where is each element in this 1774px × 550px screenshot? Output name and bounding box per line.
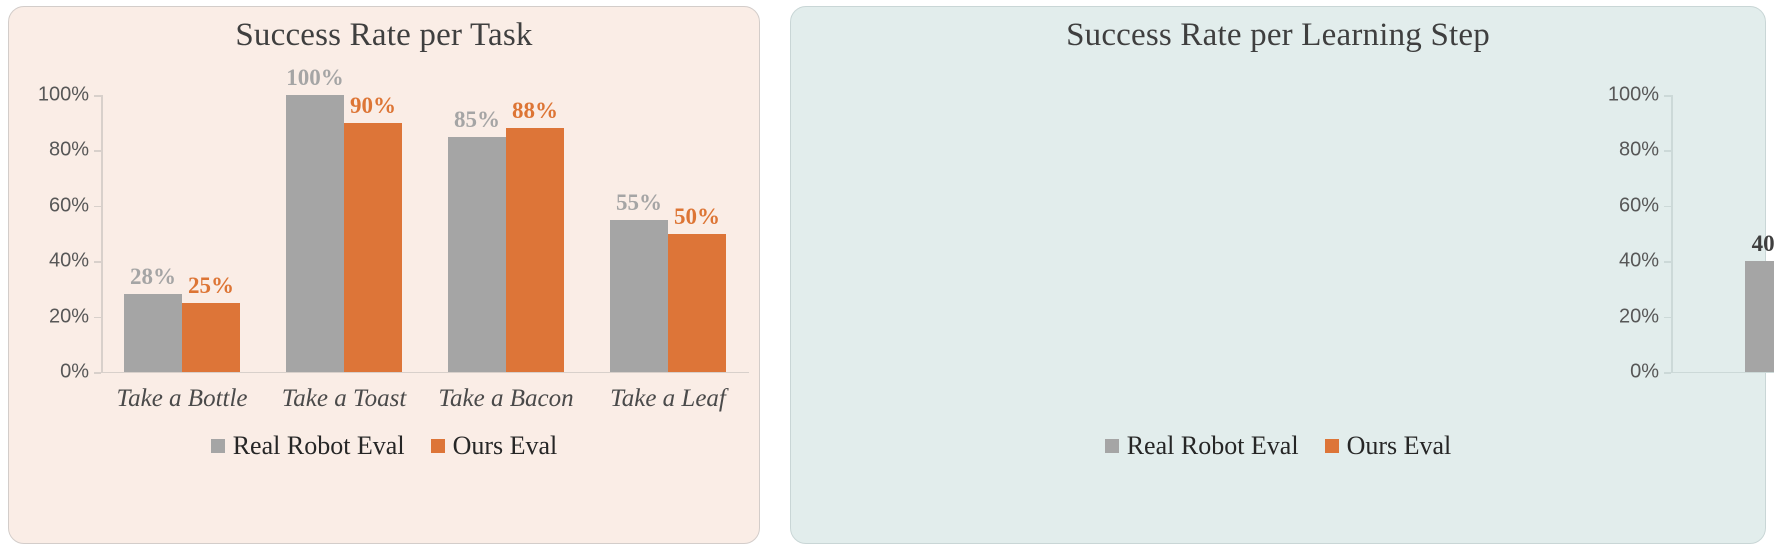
y-axis-tick-label: 40% [48, 249, 89, 272]
chart-panel-learning-step: Success Rate per Learning Step 0% 20% 40% 6… [790, 6, 1774, 544]
legend-label: Real Robot Eval [1126, 431, 1299, 460]
bar-real-robot-eval[interactable] [1744, 261, 1774, 372]
plot-area-learning-step: 0%20%40%60%80%100%40%40%61%63%79%76% [1608, 84, 1774, 383]
category-label: Take a Bottle [116, 385, 248, 412]
y-axis-tick [1664, 95, 1671, 97]
category-label: Take a Leaf [610, 385, 726, 412]
x-axis-baseline [101, 371, 749, 373]
y-axis-tick-label: 20% [1618, 305, 1659, 328]
bar-value-label: 100% [286, 65, 344, 90]
y-axis-tick-label: 100% [1607, 83, 1659, 106]
legend-learning-step: Real Robot Eval Ours Eval [791, 431, 1765, 461]
bar-value-label: 88% [512, 98, 558, 124]
bar-slot: 85% [448, 95, 506, 372]
y-axis-line [101, 95, 103, 372]
y-axis-tick [94, 205, 101, 208]
bar-slot: 100% [286, 66, 344, 372]
bar-value-label: 55% [616, 189, 662, 215]
y-axis-tick-label: 60% [48, 194, 89, 217]
y-axis-tick [94, 372, 101, 374]
bar-slot: 28% [124, 95, 182, 372]
category-label: Take a Toast [281, 385, 407, 412]
bar-value-label: 90% [350, 92, 396, 118]
bar-slot: 55% [610, 95, 668, 372]
y-axis-line [1671, 95, 1673, 372]
bar-group: 28% 25% [124, 95, 240, 372]
y-axis-tick [94, 261, 101, 263]
bar-value-label: 85% [454, 106, 500, 132]
legend-label: Real Robot Eval [232, 431, 405, 460]
y-axis-tick-label: 100% [37, 83, 89, 106]
y-axis-tick-label: 0% [60, 360, 89, 383]
legend-label: Ours Eval [1346, 431, 1452, 460]
legend-item[interactable]: Ours Eval [430, 431, 558, 461]
chart-title-learning-step: Success Rate per Learning Step [1066, 17, 1490, 53]
legend-task: Real Robot Eval Ours Eval [9, 431, 759, 461]
bar-value-label: 25% [188, 272, 234, 298]
bar-real-robot-eval[interactable] [610, 219, 668, 372]
bar-slot: 40% [1744, 95, 1774, 372]
bar-ours-eval[interactable] [344, 122, 402, 372]
y-axis-tick [94, 150, 101, 152]
bar-slot: 90% [344, 92, 402, 372]
bar-ours-eval[interactable] [668, 233, 726, 372]
legend-item[interactable]: Real Robot Eval [210, 431, 405, 461]
bar-value-label: 28% [130, 264, 176, 290]
square-swatch-orange-icon [1324, 439, 1339, 453]
y-axis-tick [1664, 150, 1671, 152]
bar-value-label: 40% [1751, 231, 1774, 257]
bar-group: 100% 90% [286, 66, 402, 372]
y-axis-tick [1664, 205, 1671, 208]
legend-item[interactable]: Real Robot Eval [1104, 431, 1299, 461]
bar-ours-eval[interactable] [506, 128, 564, 372]
x-axis-baseline [1671, 371, 1774, 373]
y-axis-tick [1664, 372, 1671, 374]
square-swatch-gray-icon [210, 439, 225, 453]
category-label: Take a Bacon [438, 385, 574, 412]
square-swatch-gray-icon [1104, 439, 1119, 453]
chart-panel-task: Success Rate per Task 0% 20% 40% 60% 80% 100%… [8, 6, 760, 544]
y-axis-tick-label: 40% [1618, 249, 1659, 272]
bar-real-robot-eval[interactable] [286, 95, 344, 372]
square-swatch-orange-icon [430, 439, 445, 453]
bar-ours-eval[interactable] [182, 302, 240, 372]
bar-value-label: 50% [674, 203, 720, 229]
y-axis-tick-label: 80% [1618, 138, 1659, 161]
y-axis-tick-label: 60% [1618, 194, 1659, 217]
bar-real-robot-eval[interactable] [448, 136, 506, 372]
legend-label: Ours Eval [452, 431, 558, 460]
y-axis-tick-label: 80% [48, 138, 89, 161]
y-axis-tick-label: 0% [1630, 360, 1659, 383]
y-axis-tick [94, 316, 101, 319]
plot-area-task: 0% 20% 40% 60% 80% 100% 28% 25% 100% 90% 85% 88% 55%… [38, 66, 749, 383]
chart-title-task: Success Rate per Task [235, 17, 533, 53]
y-axis-tick [94, 95, 101, 97]
bar-slot: 25% [182, 95, 240, 372]
bar-slot: 88% [506, 95, 564, 372]
bar-group: 40%40% [1744, 95, 1774, 372]
legend-item[interactable]: Ours Eval [1324, 431, 1452, 461]
y-axis-tick-label: 20% [48, 305, 89, 328]
bar-real-robot-eval[interactable] [124, 294, 182, 372]
bar-group: 85% 88% [448, 95, 564, 372]
bar-slot: 50% [668, 95, 726, 372]
bar-group: 55% 50% [610, 95, 726, 372]
y-axis-tick [1664, 261, 1671, 263]
y-axis-tick [1664, 316, 1671, 319]
